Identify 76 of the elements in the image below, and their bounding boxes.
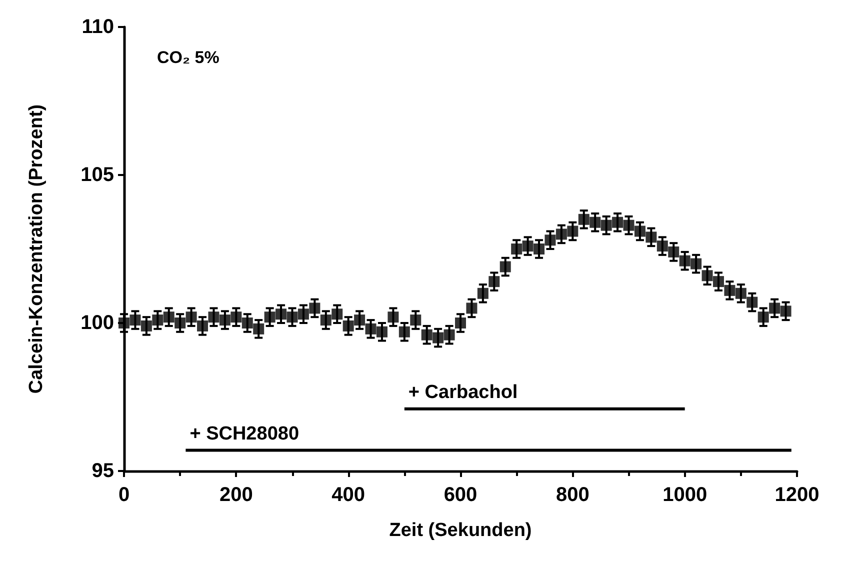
point <box>567 226 578 237</box>
point <box>398 326 410 338</box>
point <box>455 318 466 328</box>
x-tick-label: 400 <box>332 484 366 506</box>
point <box>174 318 186 328</box>
point <box>679 255 690 266</box>
point <box>646 232 657 243</box>
point <box>746 296 758 308</box>
point <box>320 314 332 326</box>
point <box>219 314 230 326</box>
point <box>511 244 522 254</box>
point <box>544 234 556 246</box>
point <box>556 228 567 240</box>
point <box>769 302 780 314</box>
point <box>354 314 366 326</box>
x-axis-title: Zeit (Sekunden) <box>389 520 532 541</box>
series-label: + Carbachol <box>408 382 518 403</box>
y-tick-label: 105 <box>80 164 114 186</box>
point <box>690 258 702 270</box>
point <box>668 246 680 258</box>
x-tick-label: 800 <box>556 484 590 506</box>
point <box>534 244 545 254</box>
y-axis-title: Calcein-Konzentration (Prozent) <box>26 104 47 394</box>
annotation: CO₂ 5% <box>157 48 220 67</box>
point <box>286 312 298 323</box>
point <box>163 312 174 323</box>
point <box>388 312 399 323</box>
point <box>253 323 264 334</box>
point <box>590 216 601 228</box>
point <box>186 312 197 323</box>
y-tick-label: 95 <box>92 460 114 482</box>
point <box>432 332 444 344</box>
point <box>276 308 287 320</box>
point <box>488 276 500 288</box>
point <box>118 318 130 328</box>
point <box>702 270 713 282</box>
y-tick-label: 100 <box>80 312 114 334</box>
point <box>600 220 612 231</box>
point <box>130 314 141 326</box>
point <box>444 329 455 340</box>
point <box>152 314 164 326</box>
point <box>656 240 668 252</box>
point <box>758 312 769 323</box>
point <box>365 323 376 334</box>
point <box>298 308 309 320</box>
point <box>612 216 624 228</box>
point <box>421 329 432 340</box>
point <box>735 288 746 299</box>
point <box>522 240 534 252</box>
point <box>466 302 478 314</box>
point <box>477 288 488 299</box>
point <box>500 261 511 272</box>
point <box>264 312 276 323</box>
x-tick-label: 0 <box>118 484 130 506</box>
x-tick-label: 1000 <box>662 484 708 506</box>
x-tick-label: 1200 <box>774 484 820 506</box>
point <box>309 302 320 314</box>
point <box>140 320 152 332</box>
x-tick-label: 200 <box>219 484 253 506</box>
point <box>410 314 422 326</box>
point <box>332 308 343 320</box>
point <box>712 276 724 288</box>
point <box>578 214 590 225</box>
point <box>376 326 388 338</box>
point <box>623 220 634 231</box>
series-label: + SCH28080 <box>190 423 300 444</box>
point <box>780 306 792 317</box>
y-tick-label: 110 <box>82 16 114 38</box>
point <box>230 312 242 323</box>
point <box>242 318 253 328</box>
point <box>634 226 646 237</box>
x-tick-label: 600 <box>444 484 478 506</box>
point <box>724 284 736 296</box>
point <box>197 320 208 332</box>
point <box>342 320 354 332</box>
point <box>208 312 220 323</box>
